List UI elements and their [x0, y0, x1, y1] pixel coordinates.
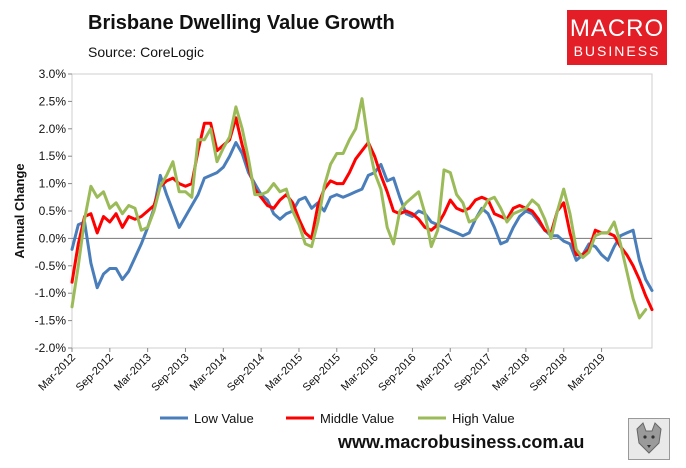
y-tick-label: 3.0% — [39, 67, 67, 81]
legend-label: Low Value — [194, 411, 254, 426]
y-tick-label: 2.5% — [39, 94, 67, 108]
logo-line1: MACRO — [569, 15, 665, 42]
series-line-low-value — [70, 141, 654, 292]
x-tick-label: Mar-2012 — [36, 352, 78, 394]
y-tick-label: 1.5% — [39, 149, 67, 163]
logo-line2: BUSINESS — [573, 43, 661, 59]
x-tick-label: Mar-2016 — [339, 352, 381, 394]
x-tick-label: Mar-2015 — [263, 352, 305, 394]
x-tick-label: Sep-2014 — [225, 352, 267, 394]
x-tick-label: Sep-2013 — [149, 352, 191, 394]
x-tick-label: Sep-2012 — [74, 352, 116, 394]
x-tick-label: Mar-2018 — [490, 352, 532, 394]
legend-label: High Value — [452, 411, 515, 426]
y-tick-label: 0.0% — [39, 231, 67, 245]
x-tick-label: Sep-2015 — [301, 352, 343, 394]
chart-title: Brisbane Dwelling Value Growth — [88, 12, 395, 34]
x-tick-label: Mar-2017 — [415, 352, 457, 394]
wolf-badge-icon — [628, 418, 670, 460]
chart-source: Source: CoreLogic — [88, 44, 204, 60]
website-url: www.macrobusiness.com.au — [338, 432, 585, 452]
x-tick-label: Mar-2013 — [112, 352, 154, 394]
x-tick-label: Sep-2016 — [376, 352, 418, 394]
y-tick-label: 0.5% — [39, 204, 67, 218]
y-tick-label: 1.0% — [39, 177, 67, 191]
macrobusiness-logo: MACRO BUSINESS — [567, 10, 667, 65]
x-tick-label: Mar-2019 — [566, 352, 608, 394]
legend-label: Middle Value — [320, 411, 394, 426]
series-line-high-value — [70, 97, 648, 320]
y-axis-label: Annual Change — [12, 163, 27, 258]
y-tick-label: -0.5% — [35, 259, 67, 273]
x-tick-label: Mar-2014 — [188, 352, 230, 394]
x-tick-label: Sep-2017 — [452, 352, 494, 394]
y-tick-label: 2.0% — [39, 122, 67, 136]
series-line-middle-value — [70, 116, 654, 312]
y-tick-label: -1.5% — [35, 314, 67, 328]
x-tick-label: Sep-2018 — [528, 352, 570, 394]
y-tick-label: -2.0% — [35, 341, 67, 355]
y-tick-label: -1.0% — [35, 286, 67, 300]
